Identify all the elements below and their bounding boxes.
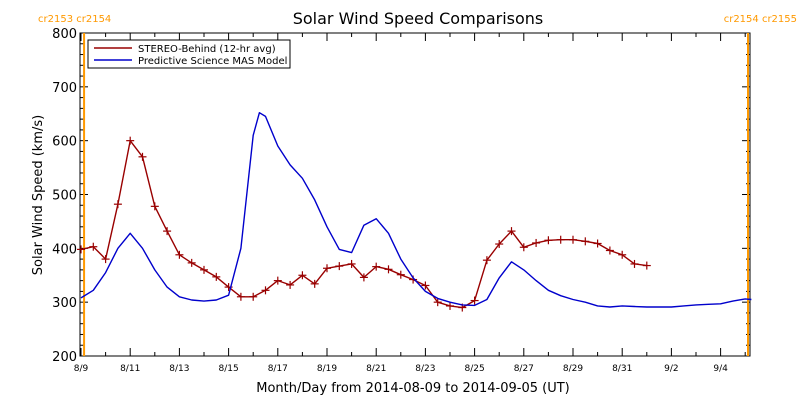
y-tick-label: 300 [52, 296, 77, 311]
series-point [593, 239, 602, 248]
series-line-1 [80, 111, 752, 308]
legend-label: STEREO-Behind (12-hr avg) [138, 44, 276, 55]
series-point [163, 227, 172, 236]
series-point [446, 301, 454, 310]
series-point [113, 200, 122, 209]
legend-box [87, 39, 291, 69]
series-point [335, 262, 344, 271]
series-point [138, 152, 147, 161]
carrington-marker-label: cr2154 cr2155 [724, 14, 797, 25]
y-axis-label: Solar Wind Speed (km/s) [31, 115, 46, 275]
series-point [569, 235, 577, 244]
series-point [618, 250, 627, 259]
x-tick-label: 8/17 [268, 364, 288, 374]
series-point [273, 276, 282, 285]
series-point [261, 286, 270, 295]
x-tick-label: 8/13 [169, 364, 189, 374]
series-point [101, 255, 110, 264]
series-point [298, 271, 307, 280]
series-point [532, 238, 541, 247]
series-point [249, 292, 258, 301]
series-point [421, 281, 430, 290]
series-point [396, 270, 405, 279]
series-point [175, 250, 184, 259]
x-tick-label: 8/19 [317, 364, 337, 374]
x-tick-label: 9/2 [664, 364, 678, 374]
y-tick-label: 600 [52, 135, 77, 150]
x-tick-label: 8/31 [612, 364, 632, 374]
legend-label: Predictive Science MAS Model [138, 56, 287, 67]
series-point [77, 245, 85, 254]
chart-legend: STEREO-Behind (12-hr avg)Predictive Scie… [87, 39, 291, 69]
x-tick-label: 8/21 [366, 364, 386, 374]
series-point [126, 136, 135, 145]
series-point [630, 259, 639, 268]
series-point [519, 243, 528, 252]
x-tick-label: 8/23 [415, 364, 435, 374]
series-point [187, 258, 196, 267]
series-point [482, 256, 491, 265]
series-point [642, 261, 651, 270]
y-tick-label: 700 [52, 81, 77, 96]
series-point [323, 264, 331, 273]
series-line-0 [80, 139, 647, 309]
x-tick-label: 9/4 [713, 364, 728, 374]
series-point [470, 296, 479, 305]
x-tick-label: 8/25 [464, 364, 484, 374]
series-point [310, 279, 319, 288]
x-axis-label: Month/Day from 2014-08-09 to 2014-09-05 … [256, 381, 569, 396]
plot-area: 200 300 400 500 600 700 800 8/9 8/11 8/13 8/15 8/17… [38, 14, 797, 374]
series-point [150, 202, 159, 211]
carrington-marker-label: cr2153 cr2154 [38, 14, 111, 25]
series-point [605, 246, 614, 255]
y-tick-label: 500 [52, 189, 77, 204]
series-point [347, 259, 356, 268]
x-tick-label: 8/9 [74, 364, 89, 374]
y-tick-label: 800 [52, 27, 77, 42]
series-point [495, 240, 504, 249]
x-tick-label: 8/29 [563, 364, 583, 374]
series-point [372, 262, 381, 271]
series-point [581, 237, 590, 246]
series-point [544, 236, 553, 245]
y-tick-label: 400 [52, 242, 77, 257]
series-point [236, 292, 245, 301]
series-point [200, 265, 208, 274]
x-tick-label: 8/15 [218, 364, 238, 374]
series-point [433, 298, 442, 307]
series-point [384, 265, 393, 274]
x-tick-label: 8/11 [120, 364, 140, 374]
y-tick-label: 200 [52, 350, 77, 365]
series-point [556, 235, 565, 244]
x-tick-label: 8/27 [514, 364, 534, 374]
chart-title: Solar Wind Speed Comparisons [293, 9, 544, 28]
series-point [89, 242, 98, 251]
series-point [359, 273, 368, 282]
series-point [507, 227, 516, 236]
series-point [212, 272, 221, 281]
series-point [286, 280, 295, 289]
